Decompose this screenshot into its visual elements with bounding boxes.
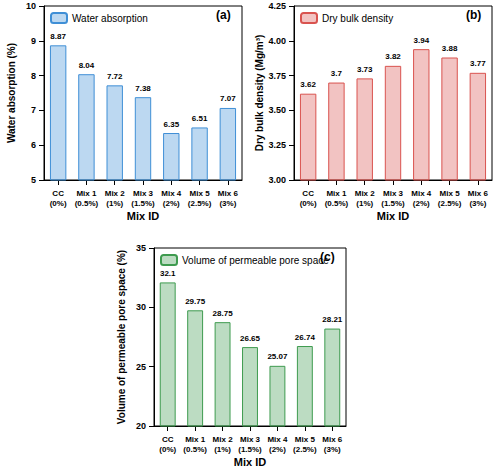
svg-text:Mix 2: Mix 2 [105,189,126,198]
svg-text:Mix 5: Mix 5 [295,435,316,444]
svg-text:26.74: 26.74 [295,333,316,342]
svg-text:Mix 5: Mix 5 [440,189,461,198]
svg-text:Dry bulk density (Mg/m³): Dry bulk density (Mg/m³) [254,35,265,152]
svg-text:(1%): (1%) [356,199,373,208]
svg-text:(b): (b) [466,8,481,22]
svg-text:7: 7 [31,105,36,115]
svg-text:26.65: 26.65 [240,334,261,343]
svg-text:(1.5%): (1.5%) [131,199,155,208]
svg-text:9: 9 [31,36,36,46]
svg-text:Mix ID: Mix ID [377,210,409,222]
svg-text:7.38: 7.38 [135,84,151,93]
svg-text:8.87: 8.87 [50,32,66,41]
svg-text:(0.5%): (0.5%) [325,199,349,208]
svg-text:(3%): (3%) [324,445,341,454]
svg-text:Mix ID: Mix ID [127,210,159,222]
svg-text:3.94: 3.94 [413,36,429,45]
svg-text:Mix 4: Mix 4 [267,435,288,444]
svg-text:8.04: 8.04 [79,61,95,70]
svg-text:3.7: 3.7 [331,69,343,78]
svg-text:CC: CC [52,189,64,198]
svg-text:(2.5%): (2.5%) [438,199,462,208]
svg-text:Mix 2: Mix 2 [355,189,376,198]
svg-text:25: 25 [136,362,146,372]
svg-text:CC: CC [162,435,174,444]
svg-text:3.73: 3.73 [357,65,373,74]
svg-text:Mix 3: Mix 3 [383,189,404,198]
svg-text:28.21: 28.21 [322,315,343,324]
svg-text:7.07: 7.07 [220,94,236,103]
svg-text:3.77: 3.77 [470,59,486,68]
svg-text:(2%): (2%) [163,199,180,208]
svg-text:Volume of permeable pore space: Volume of permeable pore space [182,255,329,266]
svg-text:Volume of permeable pore space: Volume of permeable pore space (%) [116,250,127,424]
svg-text:(0%): (0%) [50,199,67,208]
svg-text:CC: CC [302,189,314,198]
svg-text:Mix 6: Mix 6 [322,435,343,444]
svg-text:7.72: 7.72 [107,72,123,81]
svg-text:5: 5 [31,175,36,185]
svg-text:(2.5%): (2.5%) [293,445,317,454]
svg-text:(a): (a) [216,8,231,22]
svg-text:(1%): (1%) [106,199,123,208]
svg-text:Mix 6: Mix 6 [468,189,489,198]
svg-text:Water absorption: Water absorption [72,13,148,24]
svg-text:3.50: 3.50 [268,105,286,115]
svg-text:3.62: 3.62 [300,80,316,89]
svg-text:32.1: 32.1 [160,269,176,278]
svg-text:35: 35 [136,243,146,253]
svg-text:Mix ID: Mix ID [234,456,266,468]
svg-text:Mix 3: Mix 3 [240,435,261,444]
svg-text:(1.5%): (1.5%) [381,199,405,208]
svg-text:Dry bulk density: Dry bulk density [322,13,393,24]
svg-text:6: 6 [31,140,36,150]
svg-text:3.00: 3.00 [268,175,286,185]
svg-text:25.07: 25.07 [267,352,288,361]
svg-text:Mix 3: Mix 3 [133,189,154,198]
svg-text:Mix 1: Mix 1 [76,189,97,198]
svg-text:28.75: 28.75 [213,309,234,318]
svg-text:(0.5%): (0.5%) [183,445,207,454]
svg-text:10: 10 [26,1,36,11]
svg-text:(0%): (0%) [159,445,176,454]
svg-text:(2%): (2%) [269,445,286,454]
svg-text:(0.5%): (0.5%) [75,199,99,208]
svg-text:3.88: 3.88 [442,44,458,53]
svg-text:(2.5%): (2.5%) [188,199,212,208]
svg-text:(0%): (0%) [300,199,317,208]
svg-text:(3%): (3%) [469,199,486,208]
svg-text:3.25: 3.25 [268,140,286,150]
svg-text:8: 8 [31,71,36,81]
svg-text:6.51: 6.51 [192,114,208,123]
svg-text:3.82: 3.82 [385,52,401,61]
svg-text:20: 20 [136,421,146,431]
svg-text:Mix 2: Mix 2 [213,435,234,444]
svg-text:(c): (c) [320,250,335,264]
svg-text:(2%): (2%) [413,199,430,208]
svg-text:(1%): (1%) [214,445,231,454]
svg-text:Mix 6: Mix 6 [218,189,239,198]
svg-text:Mix 5: Mix 5 [190,189,211,198]
svg-text:Mix 4: Mix 4 [411,189,432,198]
svg-text:Mix 1: Mix 1 [185,435,206,444]
svg-text:(3%): (3%) [219,199,236,208]
svg-text:30: 30 [136,302,146,312]
svg-text:4.25: 4.25 [268,1,286,11]
svg-text:3.75: 3.75 [268,71,286,81]
svg-text:Water absorption (%): Water absorption (%) [6,43,17,143]
svg-text:6.35: 6.35 [163,120,179,129]
svg-text:Mix 4: Mix 4 [161,189,182,198]
svg-text:Mix 1: Mix 1 [326,189,347,198]
svg-text:(1.5%): (1.5%) [238,445,262,454]
svg-text:29.75: 29.75 [185,297,206,306]
svg-text:4.00: 4.00 [268,36,286,46]
